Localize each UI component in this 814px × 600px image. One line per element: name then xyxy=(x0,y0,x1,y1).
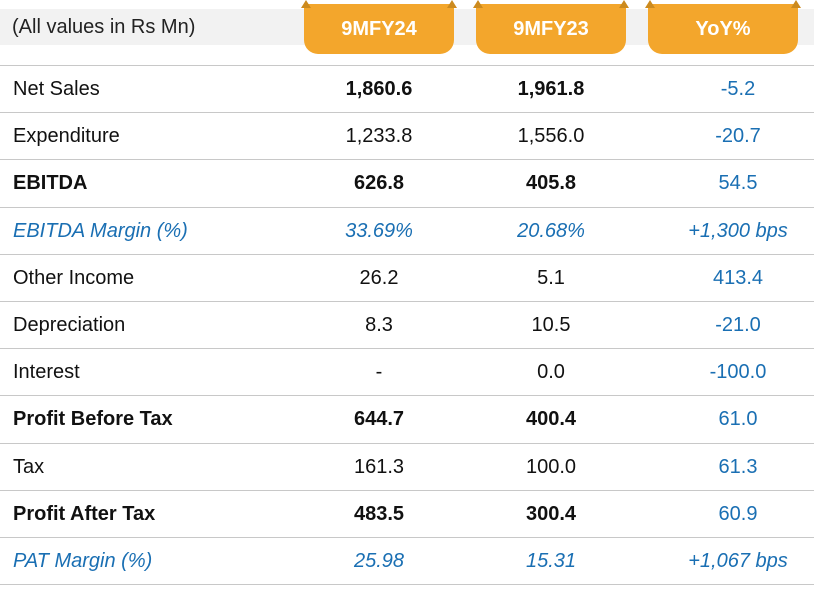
value-9mfy23: 405.8 xyxy=(525,172,577,195)
value-9mfy24: 1,860.6 xyxy=(345,78,413,100)
value-9mfy24: 8.3 xyxy=(365,313,393,336)
row-label: Tax xyxy=(13,455,45,478)
value-9mfy24: 626.8 xyxy=(353,172,405,195)
value-9mfy23: 1,556.0 xyxy=(517,125,585,148)
value-yoy: +1,300 bps xyxy=(688,219,788,242)
value-9mfy23: 0.0 xyxy=(537,361,565,384)
table-row-other-income: Other Income 26.2 5.1 413.4 xyxy=(0,255,814,302)
value-yoy: -100.0 xyxy=(709,361,767,384)
table-row-pat-margin: PAT Margin (%) 25.98 15.31 +1,067 bps xyxy=(0,538,814,586)
table-body: Net Sales 1,860.6 1,961.8 -5.2 Expenditu… xyxy=(0,65,814,586)
value-9mfy24: 33.69% xyxy=(345,219,413,242)
units-label: (All values in Rs Mn) xyxy=(12,16,196,38)
column-header-label: 9MFY24 xyxy=(341,17,417,40)
value-9mfy23: 400.4 xyxy=(525,408,577,431)
column-header-9mfy23: 9MFY23 xyxy=(473,0,629,54)
value-yoy: 54.5 xyxy=(718,172,758,195)
table-row-depreciation: Depreciation 8.3 10.5 -21.0 xyxy=(0,302,814,350)
value-9mfy24: 25.98 xyxy=(353,549,405,572)
value-9mfy24: 483.5 xyxy=(353,502,405,525)
value-9mfy23: 100.0 xyxy=(525,455,577,478)
value-9mfy23: 1,961.8 xyxy=(517,78,585,100)
row-label: Depreciation xyxy=(13,313,126,336)
row-label: EBITDA Margin (%) xyxy=(13,219,188,242)
table-row-net-sales: Net Sales 1,860.6 1,961.8 -5.2 xyxy=(0,66,814,114)
value-yoy: -21.0 xyxy=(715,313,761,336)
value-9mfy24: 1,233.8 xyxy=(345,125,413,148)
table-row-expenditure: Expenditure 1,233.8 1,556.0 -20.7 xyxy=(0,113,814,161)
value-yoy: -20.7 xyxy=(715,125,761,148)
value-9mfy24: 26.2 xyxy=(359,266,399,289)
table-header: (All values in Rs Mn) 9MFY24 9MFY23 YoY% xyxy=(0,0,814,60)
row-label: Profit Before Tax xyxy=(13,408,173,431)
table-row-tax: Tax 161.3 100.0 61.3 xyxy=(0,444,814,491)
column-header-label: 9MFY23 xyxy=(513,17,589,40)
value-yoy: 61.3 xyxy=(718,455,758,478)
table-row-ebitda-margin: EBITDA Margin (%) 33.69% 20.68% +1,300 b… xyxy=(0,208,814,255)
value-yoy: -5.2 xyxy=(720,78,756,100)
value-9mfy23: 15.31 xyxy=(525,549,577,572)
row-label: Expenditure xyxy=(13,125,120,148)
value-yoy: 61.0 xyxy=(718,408,758,431)
value-9mfy23: 5.1 xyxy=(537,266,565,289)
table-row-interest: Interest - 0.0 -100.0 xyxy=(0,349,814,397)
column-header-label: YoY% xyxy=(695,17,751,40)
column-header-9mfy24: 9MFY24 xyxy=(301,0,457,54)
value-9mfy24: 161.3 xyxy=(353,455,405,478)
row-label: Interest xyxy=(13,361,80,384)
table-row-ebitda: EBITDA 626.8 405.8 54.5 xyxy=(0,160,814,208)
value-9mfy24: - xyxy=(375,361,383,384)
row-label: Profit After Tax xyxy=(13,502,156,525)
table-row-profit-before-tax: Profit Before Tax 644.7 400.4 61.0 xyxy=(0,396,814,444)
row-label: Other Income xyxy=(13,266,135,289)
row-label: Net Sales xyxy=(13,78,100,100)
row-label: EBITDA xyxy=(13,172,88,195)
value-9mfy23: 10.5 xyxy=(531,313,571,336)
row-label: PAT Margin (%) xyxy=(13,549,153,572)
value-yoy: 413.4 xyxy=(712,266,764,289)
value-yoy: +1,067 bps xyxy=(688,549,788,572)
column-header-yoy: YoY% xyxy=(645,0,801,54)
table-row-profit-after-tax: Profit After Tax 483.5 300.4 60.9 xyxy=(0,491,814,538)
value-yoy: 60.9 xyxy=(718,502,758,525)
value-9mfy23: 20.68% xyxy=(517,219,585,242)
value-9mfy23: 300.4 xyxy=(525,502,577,525)
value-9mfy24: 644.7 xyxy=(353,408,405,431)
